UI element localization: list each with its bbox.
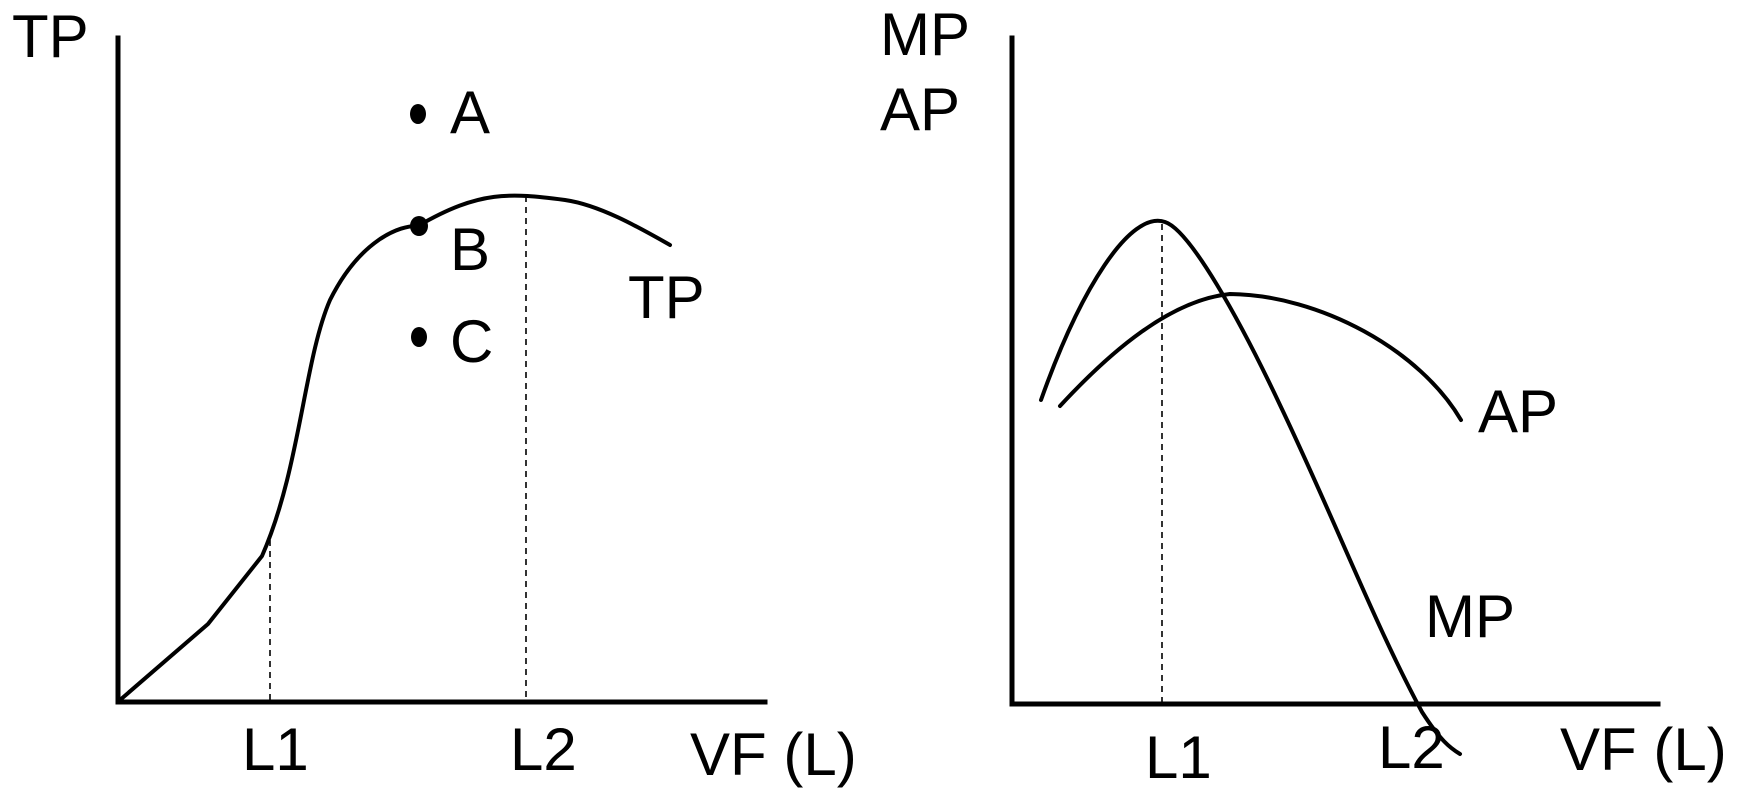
tp-x-axis-label: VF (L) [690,721,857,788]
mp-ap-x-tick-l2: L2 [1378,714,1445,781]
point-c-marker [411,327,427,347]
tp-curve [118,193,672,702]
mp-ap-panel: MP AP VF (L) L1 L2 MP AP [880,1,1727,791]
point-a-label: A [450,79,490,146]
point-c-label: C [450,308,493,375]
tp-x-tick-l2: L2 [510,716,577,783]
mp-ap-y-axis-label-ap: AP [880,76,960,143]
tp-x-tick-l1: L1 [242,716,309,783]
mp-curve [1039,218,1462,756]
tp-y-axis-label: TP [12,3,89,70]
point-b-label: B [450,216,490,283]
mp-ap-x-axis-label: VF (L) [1560,716,1727,783]
ap-curve-label: AP [1478,378,1558,445]
point-a-marker [410,104,426,124]
mp-ap-y-axis-label-mp: MP [880,1,970,68]
ap-curve [1058,292,1463,422]
mp-ap-x-tick-l1: L1 [1145,724,1212,791]
point-b-marker [410,216,428,236]
tp-panel: TP VF (L) L1 L2 TP A B C [12,3,857,788]
mp-curve-label: MP [1425,583,1515,650]
tp-curve-label: TP [628,264,705,331]
